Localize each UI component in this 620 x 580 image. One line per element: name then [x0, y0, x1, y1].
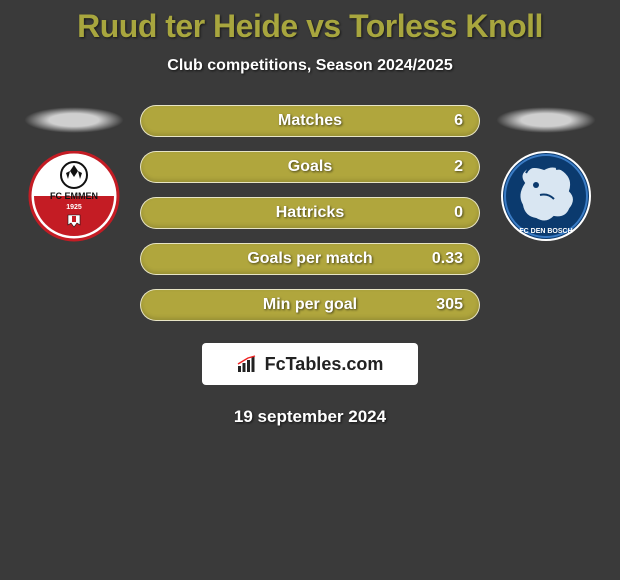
svg-text:FC EMMEN: FC EMMEN: [50, 191, 98, 201]
right-club-crest-icon: FC DEN BOSCH: [496, 151, 596, 261]
subtitle: Club competitions, Season 2024/2025: [0, 57, 620, 75]
fctables-logo[interactable]: FcTables.com: [202, 343, 418, 385]
stat-value: 2: [454, 158, 463, 176]
chart-icon: [237, 355, 259, 373]
main-row: FC EMMEN 1925 Matches 6 Goals 2 Hattrick…: [0, 105, 620, 321]
stat-value: 6: [454, 112, 463, 130]
stat-label: Matches: [278, 112, 342, 130]
stat-label: Goals per match: [247, 250, 372, 268]
left-club-crest-icon: FC EMMEN 1925: [24, 151, 124, 261]
logo-text: FcTables.com: [265, 354, 384, 375]
stat-value: 0: [454, 204, 463, 222]
stats-bars: Matches 6 Goals 2 Hattricks 0 Goals per …: [140, 105, 480, 321]
date-text: 19 september 2024: [0, 407, 620, 427]
stat-label: Goals: [288, 158, 332, 176]
stat-label: Min per goal: [263, 296, 357, 314]
stat-value: 305: [436, 296, 463, 314]
left-column: FC EMMEN 1925: [14, 105, 134, 261]
page-title: Ruud ter Heide vs Torless Knoll: [0, 0, 620, 45]
stat-bar-goals: Goals 2: [140, 151, 480, 183]
stat-bar-matches: Matches 6: [140, 105, 480, 137]
left-player-shadow: [24, 107, 124, 133]
right-column: FC DEN BOSCH: [486, 105, 606, 261]
svg-text:FC DEN BOSCH: FC DEN BOSCH: [519, 228, 572, 235]
stat-bar-hattricks: Hattricks 0: [140, 197, 480, 229]
stat-label: Hattricks: [276, 204, 344, 222]
right-player-shadow: [496, 107, 596, 133]
svg-text:1925: 1925: [66, 204, 82, 211]
stat-bar-goals-per-match: Goals per match 0.33: [140, 243, 480, 275]
stat-value: 0.33: [432, 250, 463, 268]
stat-bar-min-per-goal: Min per goal 305: [140, 289, 480, 321]
